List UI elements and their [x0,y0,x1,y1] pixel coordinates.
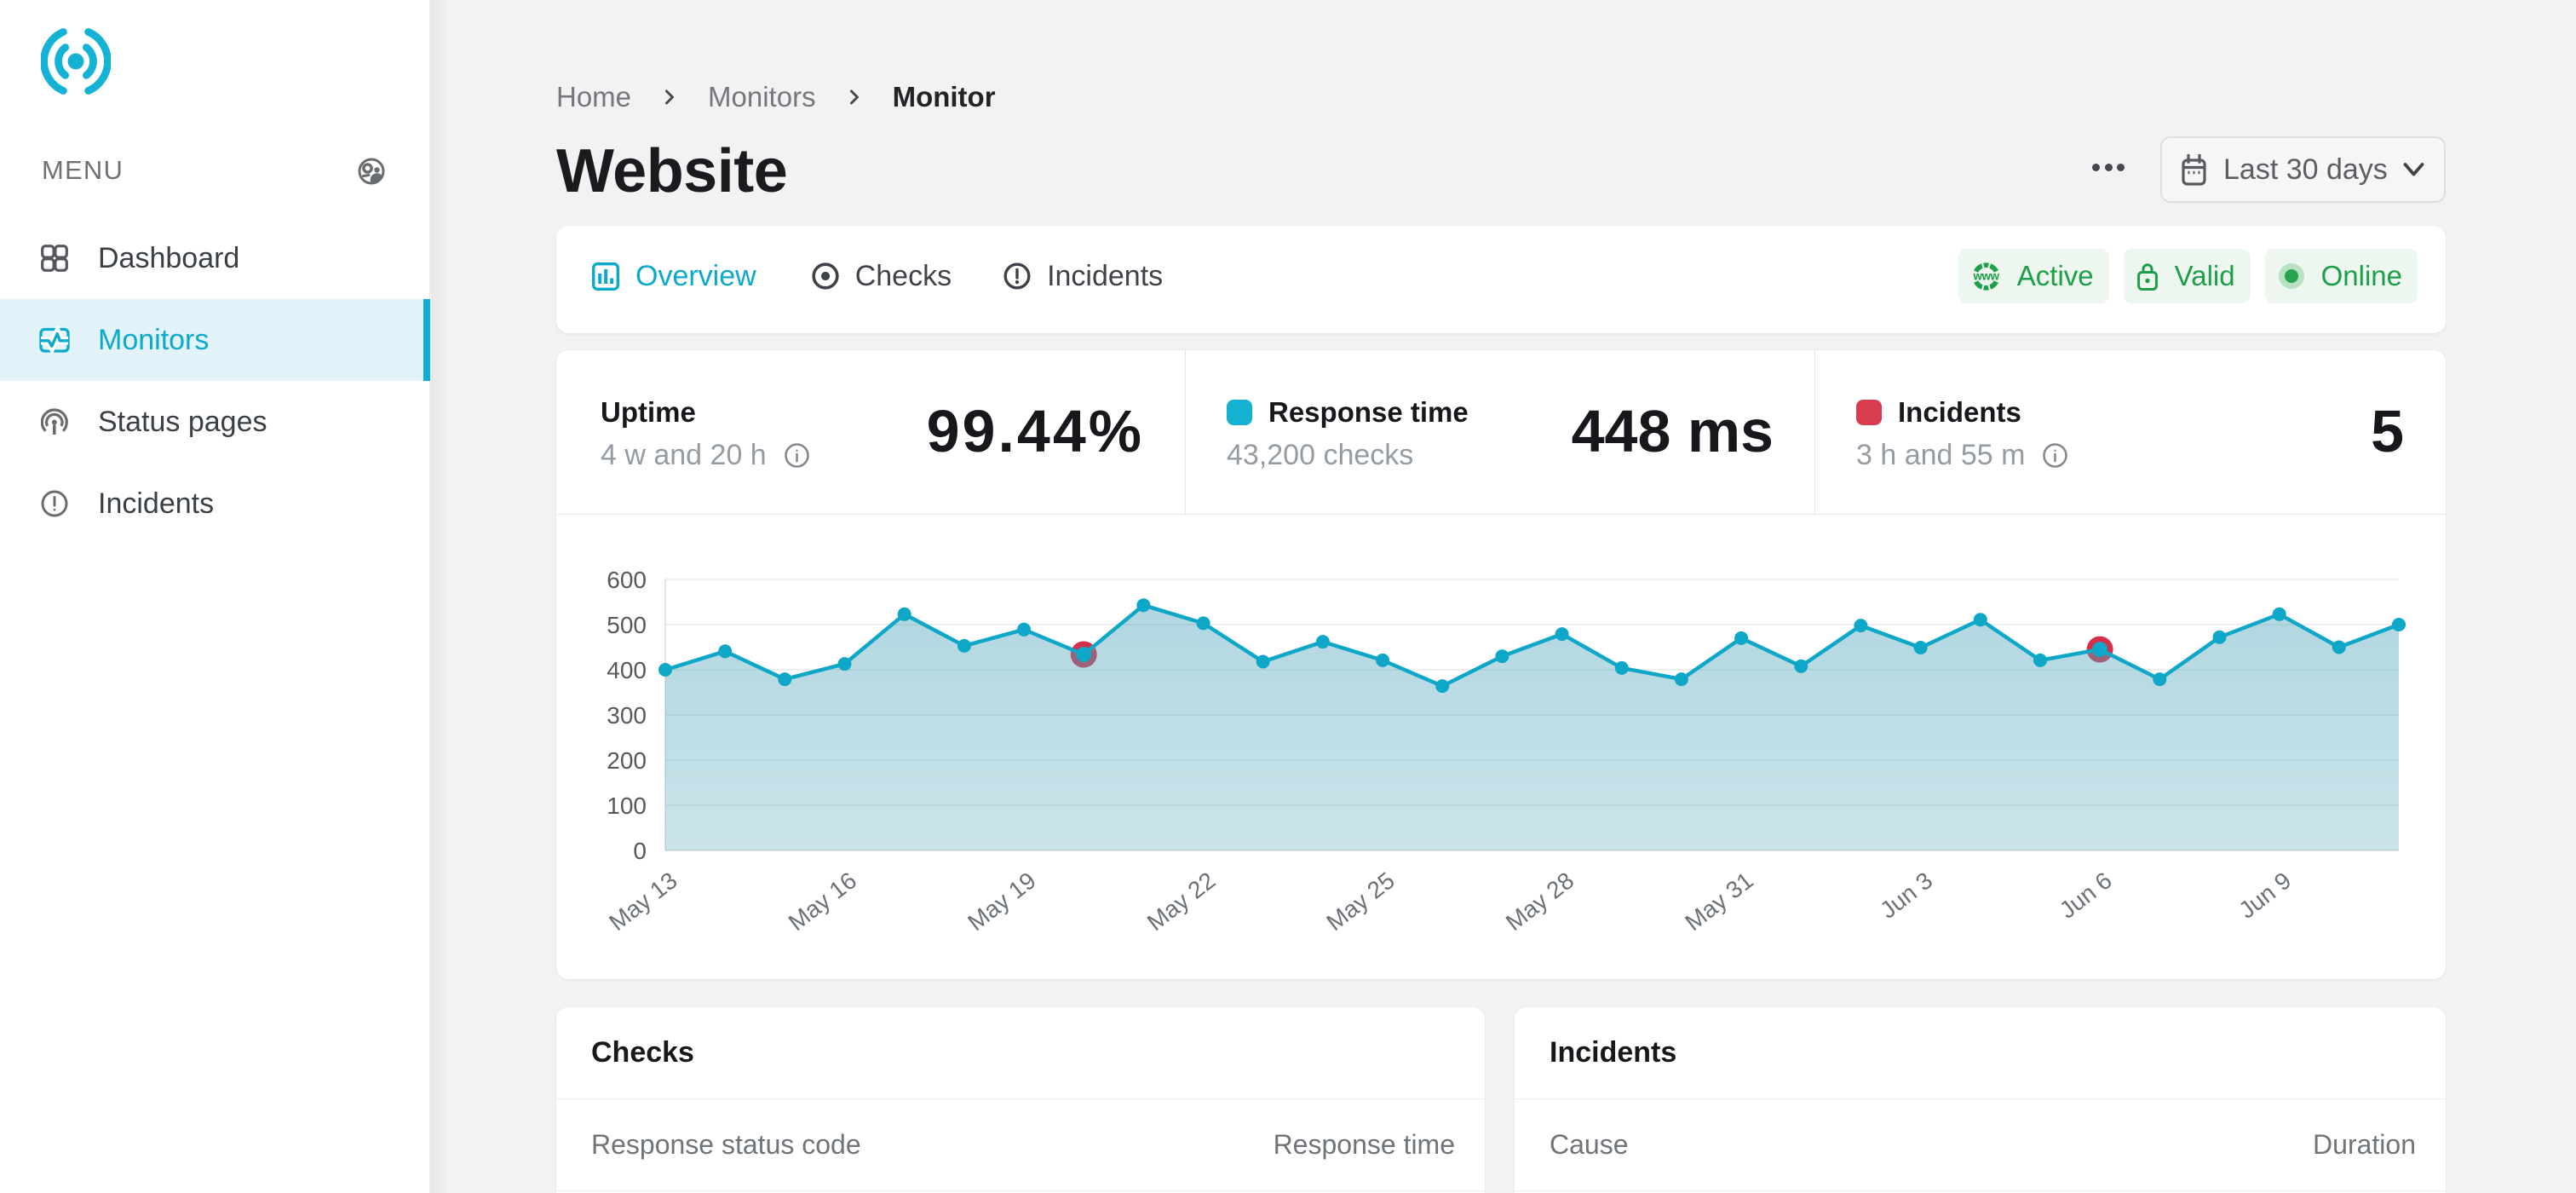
svg-text:www: www [1972,269,1999,282]
svg-text:May 19: May 19 [963,867,1040,936]
svg-text:May 16: May 16 [784,867,861,936]
svg-text:Jun 3: Jun 3 [1875,867,1937,924]
svg-text:600: 600 [607,567,647,593]
svg-text:Jun 9: Jun 9 [2234,867,2296,924]
svg-text:May 28: May 28 [1501,867,1578,936]
svg-text:500: 500 [607,612,647,638]
svg-text:May 13: May 13 [604,867,681,936]
svg-text:May 31: May 31 [1680,867,1757,936]
svg-text:0: 0 [633,838,647,864]
svg-text:400: 400 [607,657,647,683]
svg-text:300: 300 [607,702,647,729]
svg-text:Jun 6: Jun 6 [2055,867,2117,924]
svg-text:100: 100 [607,792,647,819]
svg-text:May 22: May 22 [1142,867,1220,936]
svg-text:May 25: May 25 [1321,867,1399,936]
svg-text:200: 200 [607,747,647,774]
